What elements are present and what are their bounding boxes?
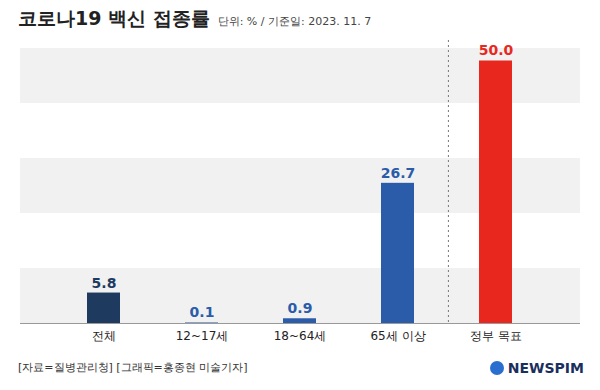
svg-text:전체: 전체: [92, 329, 116, 343]
svg-text:0.9: 0.9: [288, 300, 313, 316]
svg-text:0.1: 0.1: [190, 304, 215, 320]
svg-text:12~17세: 12~17세: [176, 329, 229, 343]
html-text:NEWSPIM: NEWSPIM: [507, 359, 584, 376]
html-text:코로나19 백신 접종률 단위: % / 기준일: 2023: 코로나19 백신 접종률 단위: % / 기준일: 2023. 11. 7: [18, 7, 372, 29]
svg-text:65세 이상: 65세 이상: [370, 329, 425, 343]
svg-text:18~64세: 18~64세: [274, 329, 327, 343]
html-text:[자료=질병관리청] [그래픽=홍종현 미술기자]: [자료=질병관리청] [그래픽=홍종현 미술기자]: [18, 361, 248, 374]
svg-text:5.8: 5.8: [92, 275, 117, 291]
svg-text:정부 목표: 정부 목표: [470, 329, 522, 343]
svg-text:26.7: 26.7: [381, 165, 416, 181]
svg-text:50.0: 50.0: [479, 42, 514, 58]
